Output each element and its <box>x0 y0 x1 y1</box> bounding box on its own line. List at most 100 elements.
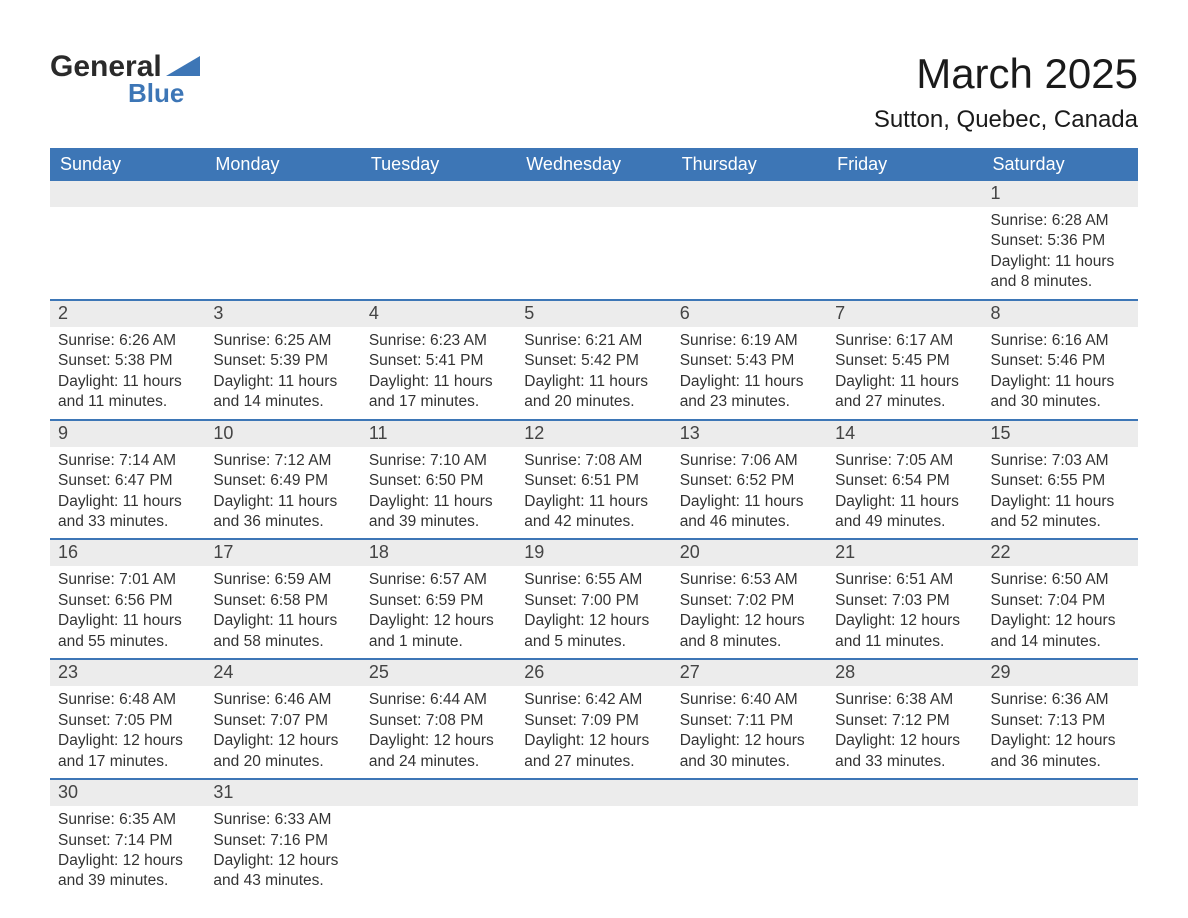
sunset-line: Sunset: 6:52 PM <box>680 472 795 489</box>
daylight-line: Daylight: 11 hours and 14 minutes. <box>213 373 337 410</box>
day-details: Sunrise: 7:05 AMSunset: 6:54 PMDaylight:… <box>827 447 982 539</box>
day-details: Sunrise: 6:33 AMSunset: 7:16 PMDaylight:… <box>205 806 360 898</box>
calendar-day-cell <box>827 181 982 300</box>
sunrise-line: Sunrise: 7:12 AM <box>213 452 331 469</box>
calendar-day-cell <box>672 181 827 300</box>
sunrise-line: Sunrise: 6:36 AM <box>991 691 1109 708</box>
brand-blue-text: Blue <box>128 78 200 109</box>
day-number: 12 <box>516 421 671 447</box>
day-number: 15 <box>983 421 1138 447</box>
calendar-day-cell: 21Sunrise: 6:51 AMSunset: 7:03 PMDayligh… <box>827 539 982 659</box>
day-number: 21 <box>827 540 982 566</box>
sunset-line: Sunset: 6:59 PM <box>369 592 484 609</box>
daylight-line: Daylight: 12 hours and 8 minutes. <box>680 612 805 649</box>
day-details: Sunrise: 6:17 AMSunset: 5:45 PMDaylight:… <box>827 327 982 419</box>
weekday-header: Saturday <box>983 148 1138 181</box>
sunrise-line: Sunrise: 6:28 AM <box>991 212 1109 229</box>
day-number <box>361 780 516 806</box>
calendar-day-cell: 29Sunrise: 6:36 AMSunset: 7:13 PMDayligh… <box>983 659 1138 779</box>
day-details: Sunrise: 6:48 AMSunset: 7:05 PMDaylight:… <box>50 686 205 778</box>
calendar-day-cell: 11Sunrise: 7:10 AMSunset: 6:50 PMDayligh… <box>361 420 516 540</box>
calendar-day-cell: 26Sunrise: 6:42 AMSunset: 7:09 PMDayligh… <box>516 659 671 779</box>
day-number: 10 <box>205 421 360 447</box>
calendar-day-cell: 8Sunrise: 6:16 AMSunset: 5:46 PMDaylight… <box>983 300 1138 420</box>
calendar-day-cell: 27Sunrise: 6:40 AMSunset: 7:11 PMDayligh… <box>672 659 827 779</box>
day-number <box>516 181 671 207</box>
daylight-line: Daylight: 11 hours and 33 minutes. <box>58 493 182 530</box>
sunrise-line: Sunrise: 6:26 AM <box>58 332 176 349</box>
day-details: Sunrise: 6:28 AMSunset: 5:36 PMDaylight:… <box>983 207 1138 299</box>
location-text: Sutton, Quebec, Canada <box>874 106 1138 134</box>
day-details <box>516 207 671 217</box>
day-details: Sunrise: 6:40 AMSunset: 7:11 PMDaylight:… <box>672 686 827 778</box>
calendar-week-row: 2Sunrise: 6:26 AMSunset: 5:38 PMDaylight… <box>50 300 1138 420</box>
calendar-day-cell <box>983 779 1138 898</box>
day-details: Sunrise: 7:12 AMSunset: 6:49 PMDaylight:… <box>205 447 360 539</box>
day-number: 6 <box>672 301 827 327</box>
sunrise-line: Sunrise: 7:14 AM <box>58 452 176 469</box>
day-number: 4 <box>361 301 516 327</box>
sunset-line: Sunset: 5:39 PM <box>213 352 328 369</box>
day-number: 14 <box>827 421 982 447</box>
sunrise-line: Sunrise: 6:35 AM <box>58 811 176 828</box>
sunset-line: Sunset: 6:49 PM <box>213 472 328 489</box>
brand-logo: General Blue <box>50 50 200 109</box>
day-details: Sunrise: 6:57 AMSunset: 6:59 PMDaylight:… <box>361 566 516 658</box>
sunset-line: Sunset: 7:08 PM <box>369 712 484 729</box>
day-details: Sunrise: 6:51 AMSunset: 7:03 PMDaylight:… <box>827 566 982 658</box>
day-details: Sunrise: 7:08 AMSunset: 6:51 PMDaylight:… <box>516 447 671 539</box>
sunrise-line: Sunrise: 7:06 AM <box>680 452 798 469</box>
daylight-line: Daylight: 12 hours and 17 minutes. <box>58 732 183 769</box>
calendar-week-row: 16Sunrise: 7:01 AMSunset: 6:56 PMDayligh… <box>50 539 1138 659</box>
sunset-line: Sunset: 5:46 PM <box>991 352 1106 369</box>
day-number <box>50 181 205 207</box>
sunset-line: Sunset: 7:00 PM <box>524 592 639 609</box>
day-details: Sunrise: 6:16 AMSunset: 5:46 PMDaylight:… <box>983 327 1138 419</box>
calendar-header-row: SundayMondayTuesdayWednesdayThursdayFrid… <box>50 148 1138 181</box>
sunset-line: Sunset: 7:14 PM <box>58 832 173 849</box>
calendar-day-cell: 24Sunrise: 6:46 AMSunset: 7:07 PMDayligh… <box>205 659 360 779</box>
day-details <box>205 207 360 217</box>
day-number: 23 <box>50 660 205 686</box>
sunset-line: Sunset: 6:56 PM <box>58 592 173 609</box>
sunset-line: Sunset: 5:43 PM <box>680 352 795 369</box>
calendar-day-cell: 16Sunrise: 7:01 AMSunset: 6:56 PMDayligh… <box>50 539 205 659</box>
daylight-line: Daylight: 11 hours and 52 minutes. <box>991 493 1115 530</box>
sunrise-line: Sunrise: 6:53 AM <box>680 571 798 588</box>
daylight-line: Daylight: 11 hours and 39 minutes. <box>369 493 493 530</box>
sunset-line: Sunset: 5:45 PM <box>835 352 950 369</box>
calendar-day-cell <box>827 779 982 898</box>
calendar-day-cell <box>50 181 205 300</box>
day-details: Sunrise: 6:25 AMSunset: 5:39 PMDaylight:… <box>205 327 360 419</box>
sunrise-line: Sunrise: 7:10 AM <box>369 452 487 469</box>
weekday-header: Wednesday <box>516 148 671 181</box>
month-title: March 2025 <box>874 50 1138 98</box>
day-details: Sunrise: 6:26 AMSunset: 5:38 PMDaylight:… <box>50 327 205 419</box>
calendar-day-cell: 7Sunrise: 6:17 AMSunset: 5:45 PMDaylight… <box>827 300 982 420</box>
day-number <box>827 780 982 806</box>
sunrise-line: Sunrise: 7:05 AM <box>835 452 953 469</box>
sunset-line: Sunset: 6:50 PM <box>369 472 484 489</box>
daylight-line: Daylight: 12 hours and 20 minutes. <box>213 732 338 769</box>
day-details <box>672 806 827 816</box>
day-number: 26 <box>516 660 671 686</box>
calendar-week-row: 30Sunrise: 6:35 AMSunset: 7:14 PMDayligh… <box>50 779 1138 898</box>
daylight-line: Daylight: 11 hours and 55 minutes. <box>58 612 182 649</box>
header: General Blue March 2025 Sutton, Quebec, … <box>50 50 1138 134</box>
daylight-line: Daylight: 11 hours and 42 minutes. <box>524 493 648 530</box>
daylight-line: Daylight: 12 hours and 39 minutes. <box>58 852 183 889</box>
calendar-day-cell: 17Sunrise: 6:59 AMSunset: 6:58 PMDayligh… <box>205 539 360 659</box>
day-number: 19 <box>516 540 671 566</box>
day-details: Sunrise: 6:46 AMSunset: 7:07 PMDaylight:… <box>205 686 360 778</box>
sunrise-line: Sunrise: 6:57 AM <box>369 571 487 588</box>
day-details: Sunrise: 6:55 AMSunset: 7:00 PMDaylight:… <box>516 566 671 658</box>
day-details: Sunrise: 6:19 AMSunset: 5:43 PMDaylight:… <box>672 327 827 419</box>
day-number: 3 <box>205 301 360 327</box>
calendar-day-cell <box>516 181 671 300</box>
daylight-line: Daylight: 11 hours and 30 minutes. <box>991 373 1115 410</box>
daylight-line: Daylight: 12 hours and 30 minutes. <box>680 732 805 769</box>
weekday-header: Sunday <box>50 148 205 181</box>
sunrise-line: Sunrise: 6:51 AM <box>835 571 953 588</box>
calendar-week-row: 9Sunrise: 7:14 AMSunset: 6:47 PMDaylight… <box>50 420 1138 540</box>
day-number: 31 <box>205 780 360 806</box>
